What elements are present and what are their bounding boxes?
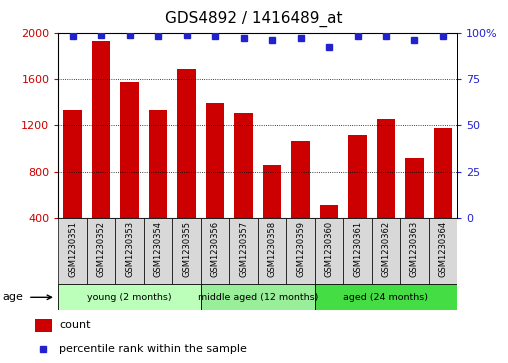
Bar — [287, 218, 315, 285]
Bar — [229, 218, 258, 285]
Bar — [315, 284, 457, 310]
Bar — [206, 103, 225, 218]
Text: GSM1230357: GSM1230357 — [239, 221, 248, 277]
Text: aged (24 months): aged (24 months) — [343, 293, 428, 302]
Text: GSM1230354: GSM1230354 — [153, 221, 163, 277]
Text: middle aged (12 months): middle aged (12 months) — [198, 293, 318, 302]
Text: GSM1230361: GSM1230361 — [353, 221, 362, 277]
Bar — [315, 218, 343, 285]
Bar — [115, 218, 144, 285]
Bar — [64, 110, 82, 218]
Text: GSM1230352: GSM1230352 — [97, 221, 106, 277]
Text: count: count — [59, 321, 90, 330]
Text: GSM1230363: GSM1230363 — [410, 221, 419, 277]
Bar — [35, 319, 52, 332]
Text: GSM1230358: GSM1230358 — [268, 221, 276, 277]
Bar — [291, 142, 310, 218]
Text: GSM1230356: GSM1230356 — [211, 221, 219, 277]
Bar — [201, 218, 229, 285]
Text: young (2 months): young (2 months) — [87, 293, 172, 302]
Bar — [172, 218, 201, 285]
Bar — [87, 218, 115, 285]
Text: GSM1230364: GSM1230364 — [438, 221, 448, 277]
Bar — [343, 218, 372, 285]
Bar — [377, 119, 395, 218]
Bar — [258, 218, 287, 285]
Text: GDS4892 / 1416489_at: GDS4892 / 1416489_at — [165, 11, 343, 27]
Bar — [434, 128, 452, 218]
Text: percentile rank within the sample: percentile rank within the sample — [59, 344, 247, 354]
Text: age: age — [3, 292, 23, 302]
Bar — [92, 41, 110, 218]
Bar — [149, 110, 167, 218]
Bar — [348, 135, 367, 218]
Bar — [405, 158, 424, 218]
Bar — [177, 69, 196, 218]
Bar — [201, 284, 315, 310]
Text: GSM1230351: GSM1230351 — [68, 221, 77, 277]
Text: GSM1230355: GSM1230355 — [182, 221, 191, 277]
Bar — [58, 284, 201, 310]
Bar — [120, 82, 139, 218]
Bar — [144, 218, 172, 285]
Bar — [320, 205, 338, 218]
Bar — [429, 218, 457, 285]
Bar — [58, 218, 87, 285]
Bar — [234, 113, 253, 218]
Bar — [263, 165, 281, 218]
Bar — [372, 218, 400, 285]
Bar — [400, 218, 429, 285]
Text: GSM1230353: GSM1230353 — [125, 221, 134, 277]
Text: GSM1230360: GSM1230360 — [325, 221, 334, 277]
Text: GSM1230362: GSM1230362 — [382, 221, 391, 277]
Text: GSM1230359: GSM1230359 — [296, 221, 305, 277]
